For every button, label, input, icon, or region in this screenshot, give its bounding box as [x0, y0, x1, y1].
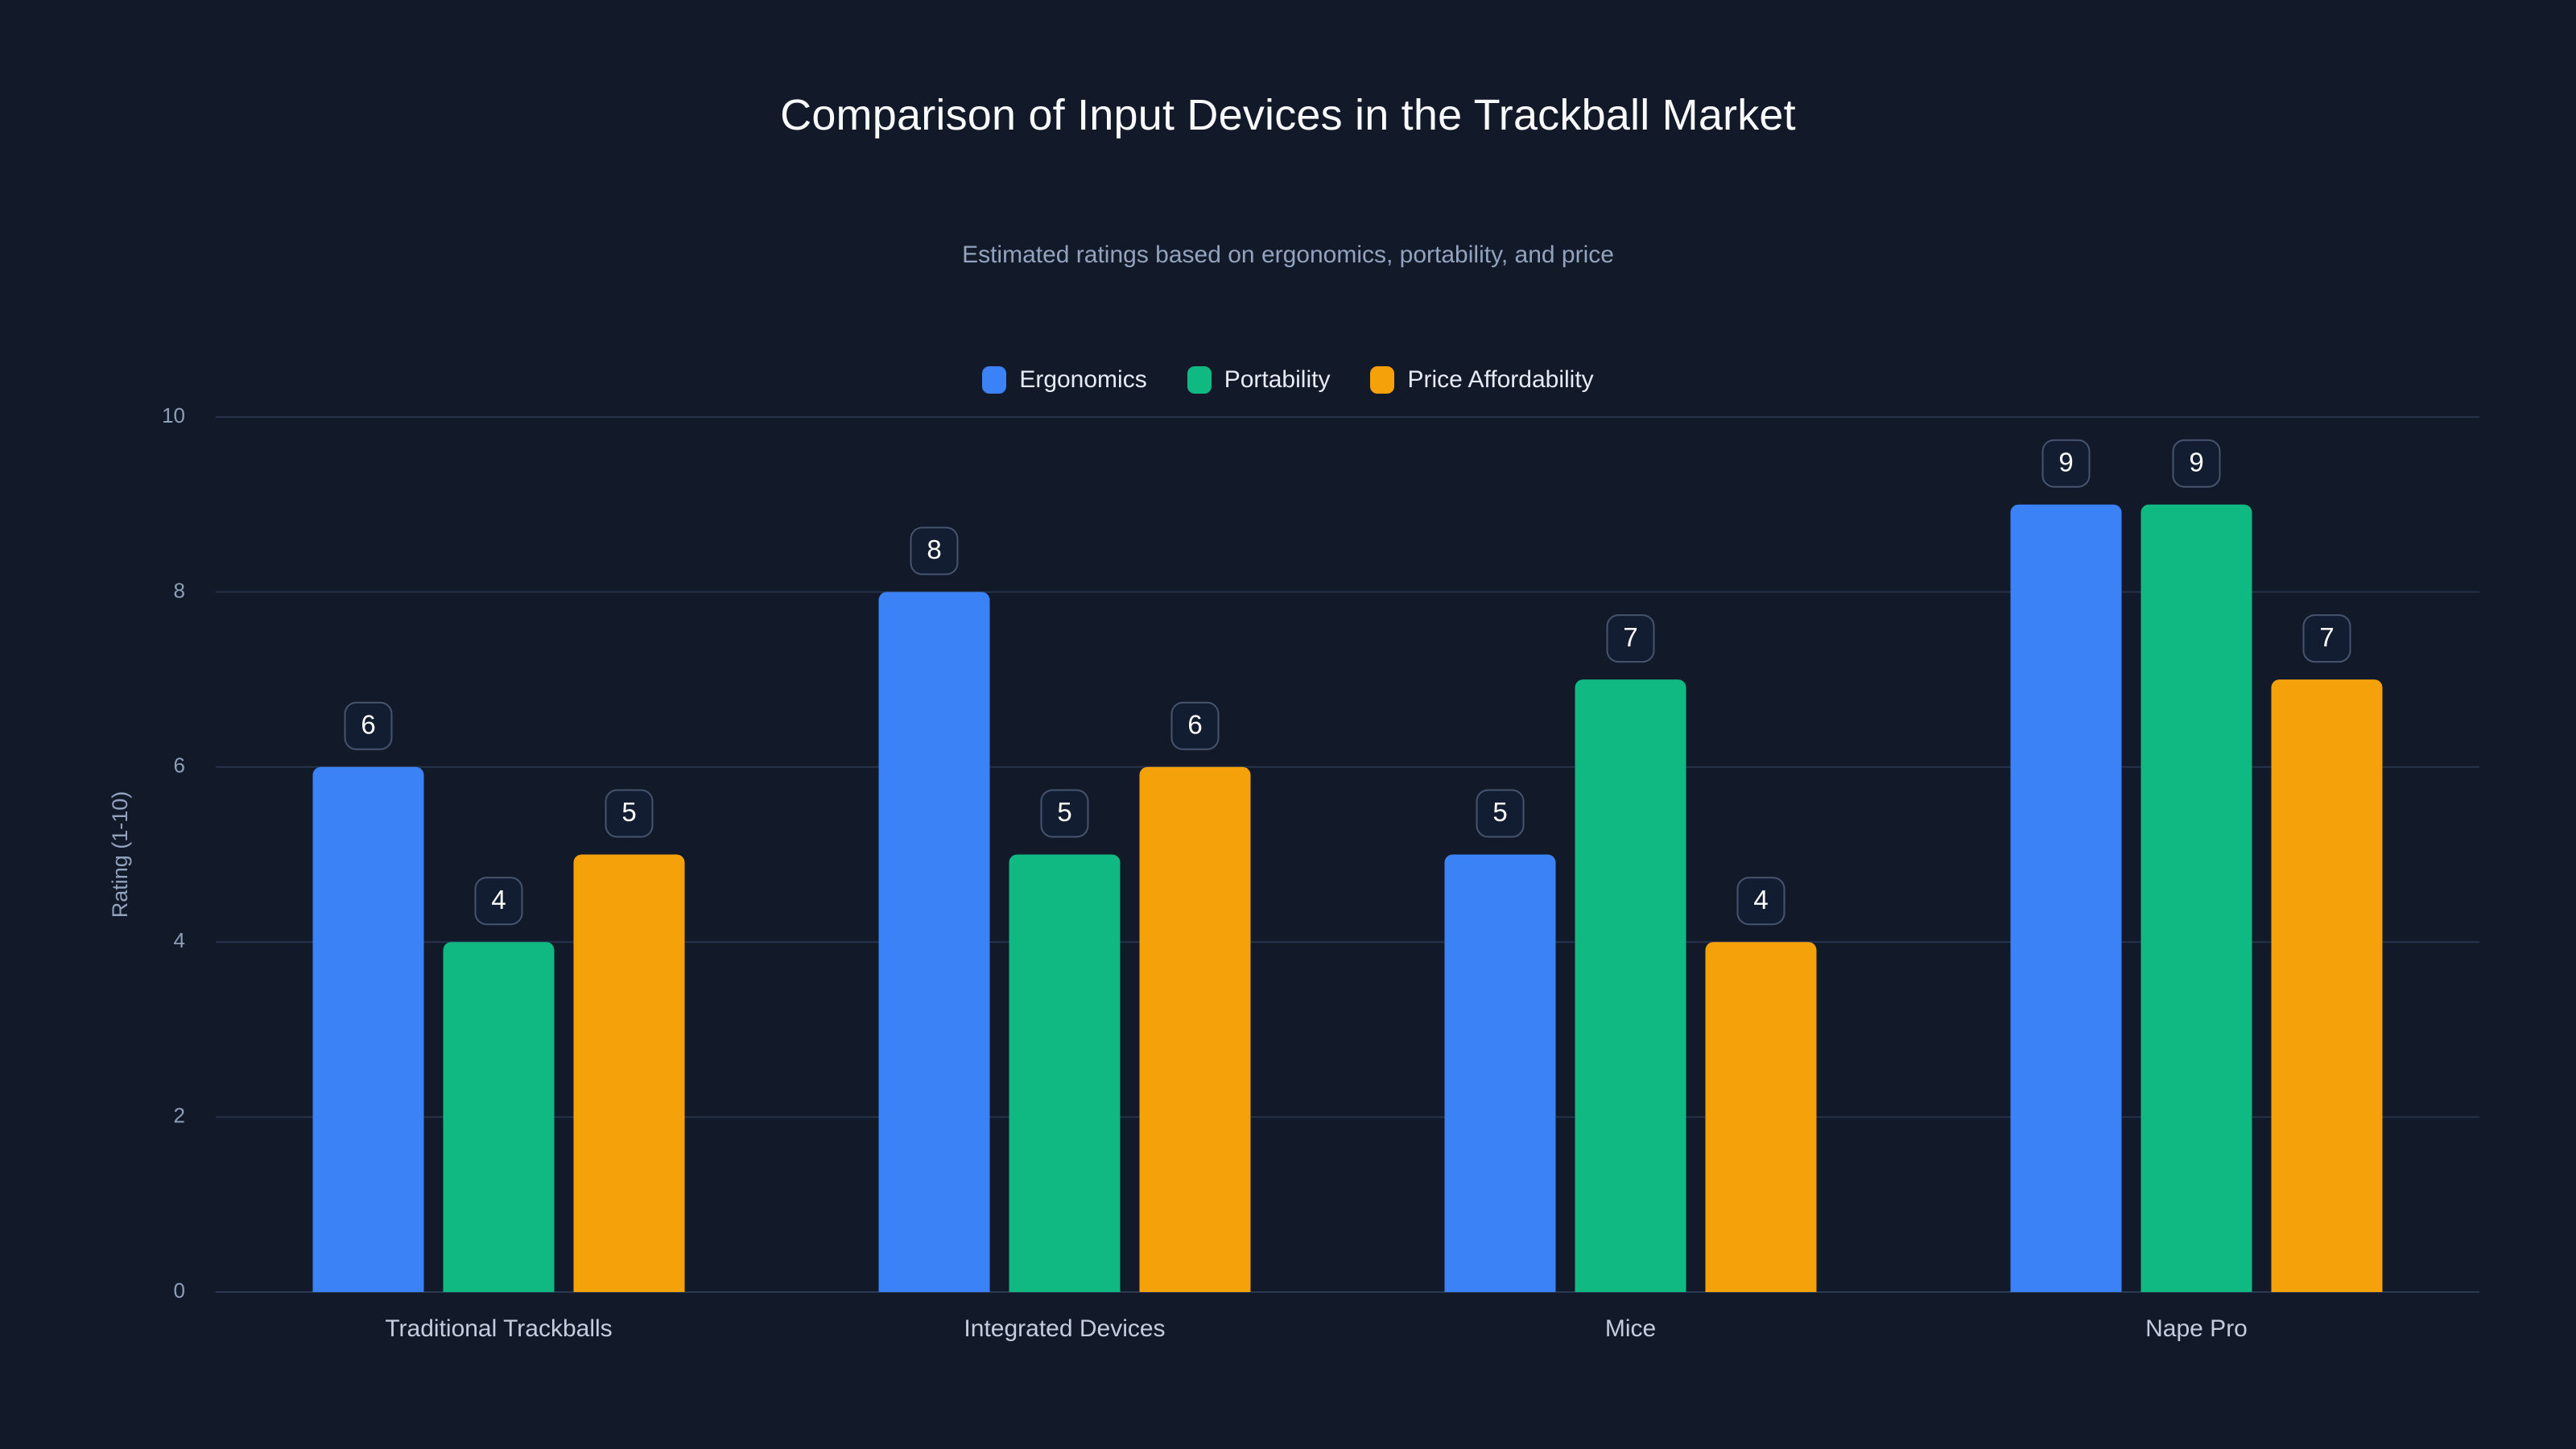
legend-item[interactable]: Price Affordability	[1370, 366, 1594, 394]
legend-label: Portability	[1224, 366, 1331, 393]
legend-label: Ergonomics	[1019, 366, 1147, 393]
data-label-value: 5	[1492, 797, 1507, 827]
bar[interactable]	[878, 592, 990, 1292]
data-label-box	[2172, 439, 2221, 488]
data-label-box	[2041, 439, 2091, 488]
data-label-box	[1476, 789, 1525, 838]
data-label-value: 5	[1057, 797, 1071, 827]
data-label-box	[910, 526, 959, 576]
y-axis-tick-label: 8	[174, 578, 185, 602]
legend-swatch-icon	[1187, 366, 1212, 394]
data-label-value: 5	[621, 797, 636, 827]
chart-legend: Ergonomics Portability Price Affordability	[0, 366, 2576, 394]
bar[interactable]	[1009, 854, 1121, 1293]
x-axis-category-label: Mice	[1605, 1315, 1656, 1342]
data-label-box	[1170, 701, 1220, 750]
chart-subtitle: Estimated ratings based on ergonomics, p…	[962, 242, 1614, 268]
data-label-box	[1736, 877, 1785, 926]
bar[interactable]	[573, 854, 685, 1293]
data-label-box	[474, 877, 523, 926]
y-axis-tick-label: 4	[174, 928, 185, 952]
bar-base-fill	[573, 1281, 685, 1292]
y-axis-tick-label: 2	[174, 1103, 185, 1127]
bar-base-fill	[1009, 1281, 1121, 1292]
bar-base-fill	[1444, 1281, 1556, 1292]
data-label-value: 6	[1187, 710, 1202, 740]
bar-base-fill	[312, 1281, 424, 1292]
bar[interactable]	[2010, 504, 2122, 1292]
bar-base-fill	[1139, 1281, 1251, 1292]
data-label-value: 4	[491, 885, 506, 914]
x-axis-category-label: Nape Pro	[2145, 1315, 2248, 1342]
bar-base-fill	[2140, 1281, 2252, 1292]
data-label-box	[605, 789, 654, 838]
y-axis-tick-label: 10	[162, 403, 185, 427]
bar-base-fill	[878, 1281, 990, 1292]
bar-base-fill	[2010, 1281, 2122, 1292]
y-axis-tick-label: 6	[174, 753, 185, 778]
data-label-box	[1040, 789, 1089, 838]
data-label-value: 9	[2189, 447, 2203, 477]
data-label-value: 6	[361, 710, 375, 740]
bar-base-fill	[1705, 1281, 1817, 1292]
data-label-value: 9	[2058, 447, 2073, 477]
legend-item[interactable]: Ergonomics	[982, 366, 1147, 394]
chart-title: Comparison of Input Devices in the Track…	[780, 91, 1796, 139]
bar-base-fill	[443, 1281, 555, 1292]
data-label-box	[2302, 614, 2351, 663]
data-label-value: 7	[1623, 622, 1637, 652]
bar[interactable]	[2140, 504, 2252, 1292]
bar[interactable]	[443, 942, 555, 1292]
data-label-value: 7	[2319, 622, 2334, 652]
data-label-box	[344, 701, 393, 750]
y-axis-title: Rating (1-10)	[108, 791, 132, 919]
bar-base-fill	[1575, 1281, 1686, 1292]
bar[interactable]	[1575, 679, 1686, 1292]
legend-item[interactable]: Portability	[1187, 366, 1331, 394]
bar[interactable]	[312, 766, 424, 1292]
bar[interactable]	[1444, 854, 1556, 1293]
bar-base-fill	[2271, 1281, 2383, 1292]
data-label-value: 4	[1753, 885, 1768, 914]
bar[interactable]	[2271, 679, 2383, 1292]
data-label-value: 8	[927, 535, 941, 564]
x-axis-category-label: Integrated Devices	[964, 1315, 1165, 1342]
legend-swatch-icon	[982, 366, 1007, 394]
x-axis-category-label: Traditional Trackballs	[385, 1315, 612, 1342]
bar[interactable]	[1139, 766, 1251, 1292]
bar[interactable]	[1705, 942, 1817, 1292]
y-axis-tick-label: 0	[174, 1278, 185, 1302]
legend-label: Price Affordability	[1407, 366, 1594, 393]
legend-swatch-icon	[1370, 366, 1395, 394]
data-label-box	[1606, 614, 1655, 663]
